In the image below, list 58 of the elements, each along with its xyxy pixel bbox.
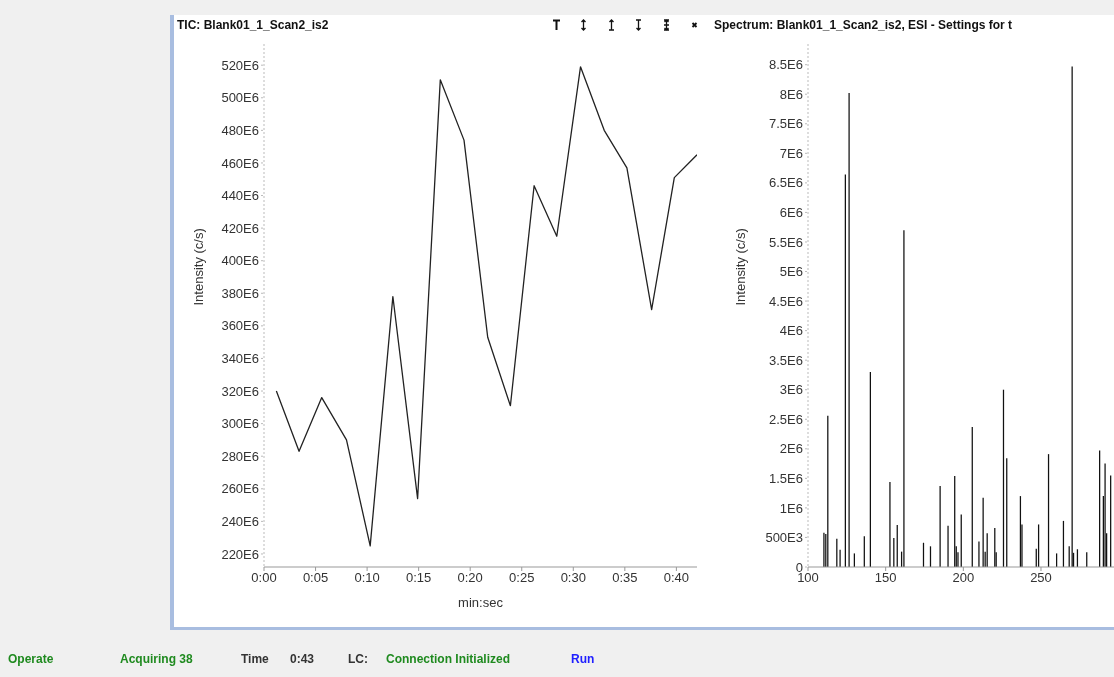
y-tick-label: 1E6 (779, 500, 803, 516)
x-tick-label: 0:15 (405, 570, 432, 586)
y-tick-label: 440E6 (221, 188, 259, 204)
x-tick-label: 0:00 (251, 570, 277, 586)
y-tick-label: 8.5E6 (769, 57, 803, 73)
x-tick-label: 250 (1030, 570, 1052, 586)
y-tick-label: 1.5E6 (769, 470, 803, 486)
text: Run (571, 652, 595, 666)
y-tick-label: 500E3 (765, 530, 803, 546)
y-tick-label: 260E6 (221, 481, 259, 497)
y-tick-label: 6E6 (779, 205, 803, 221)
y-tick-label: 7.5E6 (769, 116, 803, 132)
text: Time (241, 652, 269, 666)
y-tick-label: 520E6 (221, 57, 259, 73)
text: Connection Initialized (386, 652, 511, 666)
y-tick-label: 2.5E6 (769, 411, 803, 427)
text: LC: (348, 652, 368, 666)
x-tick-label: 0:40 (663, 570, 690, 586)
y-tick-label: 4E6 (779, 323, 803, 339)
chart-title: TIC: Blank01_1_Scan2_is2 (177, 18, 329, 32)
x-tick-label: 0:20 (457, 570, 483, 586)
y-tick-label: 500E6 (221, 90, 259, 106)
y-tick-label: 5.5E6 (769, 234, 803, 250)
y-tick-label: 2E6 (779, 441, 803, 457)
x-tick-label: 150 (874, 570, 897, 586)
y-tick-label: 240E6 (221, 514, 259, 529)
line-series (275, 66, 697, 547)
x-tick-label: 200 (952, 570, 975, 586)
y-tick-label: 6.5E6 (769, 175, 803, 191)
x-tick-label: 0:10 (354, 570, 380, 586)
x-axis-title: min:sec (458, 595, 504, 610)
y-tick-label: 320E6 (221, 383, 259, 399)
y-tick-label: 400E6 (221, 253, 259, 269)
y-tick-label: 7E6 (779, 145, 803, 161)
text: Operate (8, 652, 54, 666)
y-tick-label: 220E6 (221, 546, 259, 562)
x-tick-label: 0:30 (560, 570, 586, 586)
y-tick-label: 8E6 (779, 86, 803, 102)
y-tick-label: 3.5E6 (769, 352, 803, 368)
y-tick-label: 380E6 (221, 285, 259, 301)
x-tick-label: 0:05 (302, 570, 329, 586)
y-tick-label: 5E6 (779, 264, 803, 280)
text: Acquiring 38 (120, 652, 193, 666)
x-tick-label: 0:35 (612, 570, 638, 586)
y-tick-label: 280E6 (221, 448, 259, 464)
y-tick-label: 460E6 (221, 155, 259, 171)
y-axis-title: Intensity (c/s) (190, 228, 206, 306)
y-tick-label: 420E6 (221, 220, 259, 236)
y-tick-label: 480E6 (221, 122, 259, 138)
x-tick-label: 0:25 (509, 570, 535, 586)
y-tick-label: 340E6 (221, 351, 259, 367)
y-tick-label: 300E6 (221, 416, 259, 432)
chart-title: Spectrum: Blank01_1_Scan2_is2, ESI - Settings for t (714, 18, 1013, 32)
y-tick-label: 3E6 (779, 382, 803, 398)
y-axis-title: Intensity (c/s) (732, 228, 748, 306)
y-tick-label: 4.5E6 (769, 293, 803, 309)
y-tick-label: 360E6 (221, 318, 259, 334)
text: 0:43 (290, 652, 315, 666)
